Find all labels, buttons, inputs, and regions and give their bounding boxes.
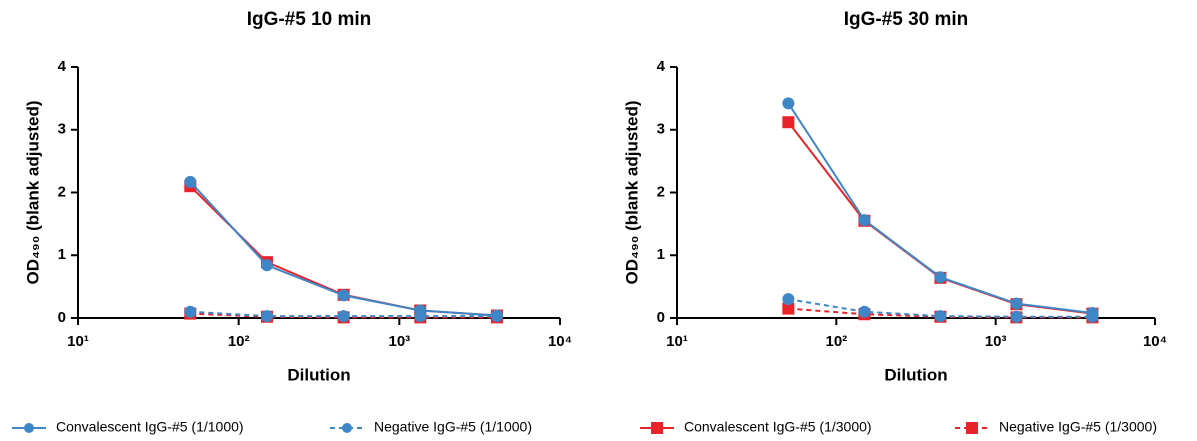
marker — [414, 304, 427, 317]
marker — [858, 214, 871, 227]
y-tick-label: 2 — [58, 183, 66, 200]
y-axis-title: OD₄₉₀ (blank adjusted) — [622, 101, 641, 285]
marker — [337, 310, 350, 323]
marker — [934, 310, 947, 323]
legend-label: Negative IgG-#5 (1/1000) — [374, 419, 532, 435]
marker — [490, 309, 503, 322]
chart-title: IgG-#5 30 min — [844, 9, 969, 30]
marker — [782, 116, 795, 129]
marker — [260, 259, 273, 272]
y-tick-label: 3 — [58, 121, 66, 138]
series-line — [787, 121, 1093, 315]
legend-marker — [966, 422, 978, 434]
marker — [184, 305, 197, 318]
x-axis-title: Dilution — [884, 365, 947, 384]
x-tick-label: 10⁴ — [1143, 333, 1167, 350]
legend-label: Negative IgG-#5 (1/3000) — [999, 419, 1157, 435]
y-tick-label: 0 — [58, 309, 66, 326]
y-tick-label: 3 — [657, 121, 665, 138]
x-tick-label: 10³ — [985, 333, 1007, 350]
legend-marker — [651, 422, 663, 434]
marker — [1010, 310, 1023, 323]
y-tick-label: 1 — [657, 246, 665, 263]
marker — [1086, 306, 1099, 319]
y-tick-label: 2 — [657, 183, 665, 200]
marker — [260, 310, 273, 323]
x-tick-label: 10² — [825, 333, 847, 350]
x-tick-label: 10¹ — [67, 333, 89, 350]
legend-marker — [342, 423, 352, 433]
marker — [782, 302, 795, 315]
chart-title: IgG-#5 10 min — [247, 9, 372, 30]
marker — [184, 175, 197, 188]
legend-label: Convalescent IgG-#5 (1/3000) — [684, 419, 872, 435]
legend-label: Convalescent IgG-#5 (1/1000) — [56, 419, 244, 435]
marker — [858, 305, 871, 318]
y-tick-label: 0 — [657, 309, 665, 326]
marker — [782, 97, 795, 110]
marker — [782, 293, 795, 306]
legend-marker — [24, 423, 34, 433]
x-axis-title: Dilution — [287, 365, 350, 384]
chart: IgG-#5 10 min 0 1 2 3 4 10¹ 10² 10³ 10⁴ Dilution OD… — [23, 9, 572, 384]
y-tick-label: 4 — [657, 58, 666, 75]
marker — [1010, 297, 1023, 310]
x-tick-label: 10³ — [388, 333, 410, 350]
chart: IgG-#5 30 min 0 1 2 3 4 10¹ 10² 10³ 10⁴ Dilution OD… — [622, 9, 1167, 384]
x-tick-label: 10¹ — [666, 333, 688, 350]
y-axis-title: OD₄₉₀ (blank adjusted) — [23, 101, 42, 285]
y-tick-label: 1 — [58, 246, 66, 263]
x-tick-label: 10² — [228, 333, 250, 350]
y-tick-label: 4 — [58, 58, 67, 75]
marker — [934, 271, 947, 284]
x-tick-label: 10⁴ — [548, 333, 572, 350]
legend: Convalescent IgG-#5 (1/1000) Negative IgG… — [12, 419, 1157, 435]
marker — [337, 289, 350, 302]
